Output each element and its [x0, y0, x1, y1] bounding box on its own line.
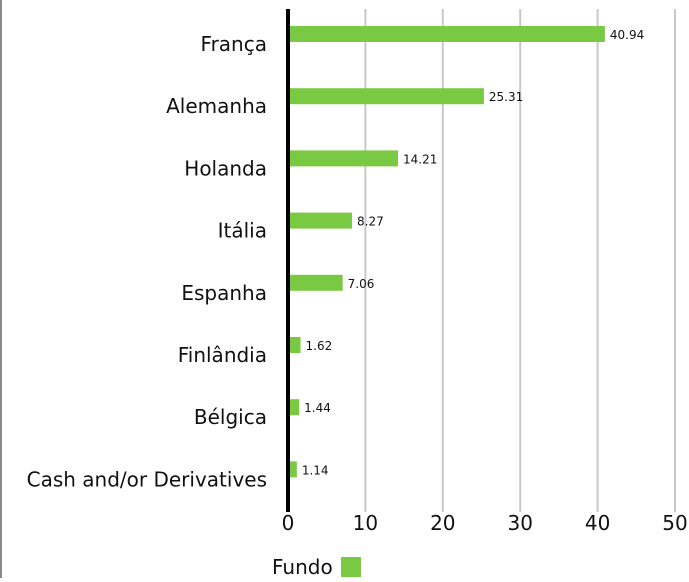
- category-label: França: [201, 32, 267, 56]
- category-label: Finlândia: [178, 343, 267, 367]
- category-label: Bélgica: [194, 405, 267, 429]
- category-label: Espanha: [181, 281, 267, 305]
- data-label: 1.62: [306, 339, 333, 353]
- labels: 0 10 20 30 40 50 França 40.94 Alemanha 25.31 Holan…: [27, 28, 688, 535]
- bar: [288, 274, 343, 291]
- data-label: 1.44: [304, 401, 331, 415]
- category-label: Alemanha: [166, 94, 267, 118]
- legend-swatch: [340, 557, 361, 577]
- legend: Fundo: [272, 555, 361, 579]
- data-label: 40.94: [610, 28, 644, 42]
- x-tick-label: 40: [585, 511, 610, 535]
- panel-left-border: [0, 0, 2, 578]
- x-tick-label: 50: [662, 511, 687, 535]
- x-tick-label: 20: [430, 511, 455, 535]
- gridlines: [364, 9, 676, 512]
- data-label: 1.14: [302, 463, 329, 477]
- data-label: 7.06: [348, 277, 375, 291]
- bar: [288, 212, 353, 229]
- data-label: 8.27: [357, 215, 384, 229]
- bar: [288, 26, 605, 42]
- category-label: Cash and/or Derivatives: [27, 467, 267, 491]
- x-tick-label: 10: [353, 511, 378, 535]
- bar: [288, 461, 297, 478]
- data-label: 25.31: [489, 90, 523, 104]
- category-label: Itália: [218, 219, 267, 243]
- x-tick-label: 30: [507, 511, 532, 535]
- bar: [288, 337, 301, 353]
- bar: [288, 150, 398, 167]
- legend-label: Fundo: [272, 555, 333, 579]
- bars: [288, 26, 605, 478]
- x-tick-label: 0: [282, 511, 295, 535]
- bar: [288, 88, 484, 105]
- category-label: Holanda: [184, 156, 267, 180]
- data-label: 14.21: [403, 152, 437, 166]
- bar: [288, 399, 300, 416]
